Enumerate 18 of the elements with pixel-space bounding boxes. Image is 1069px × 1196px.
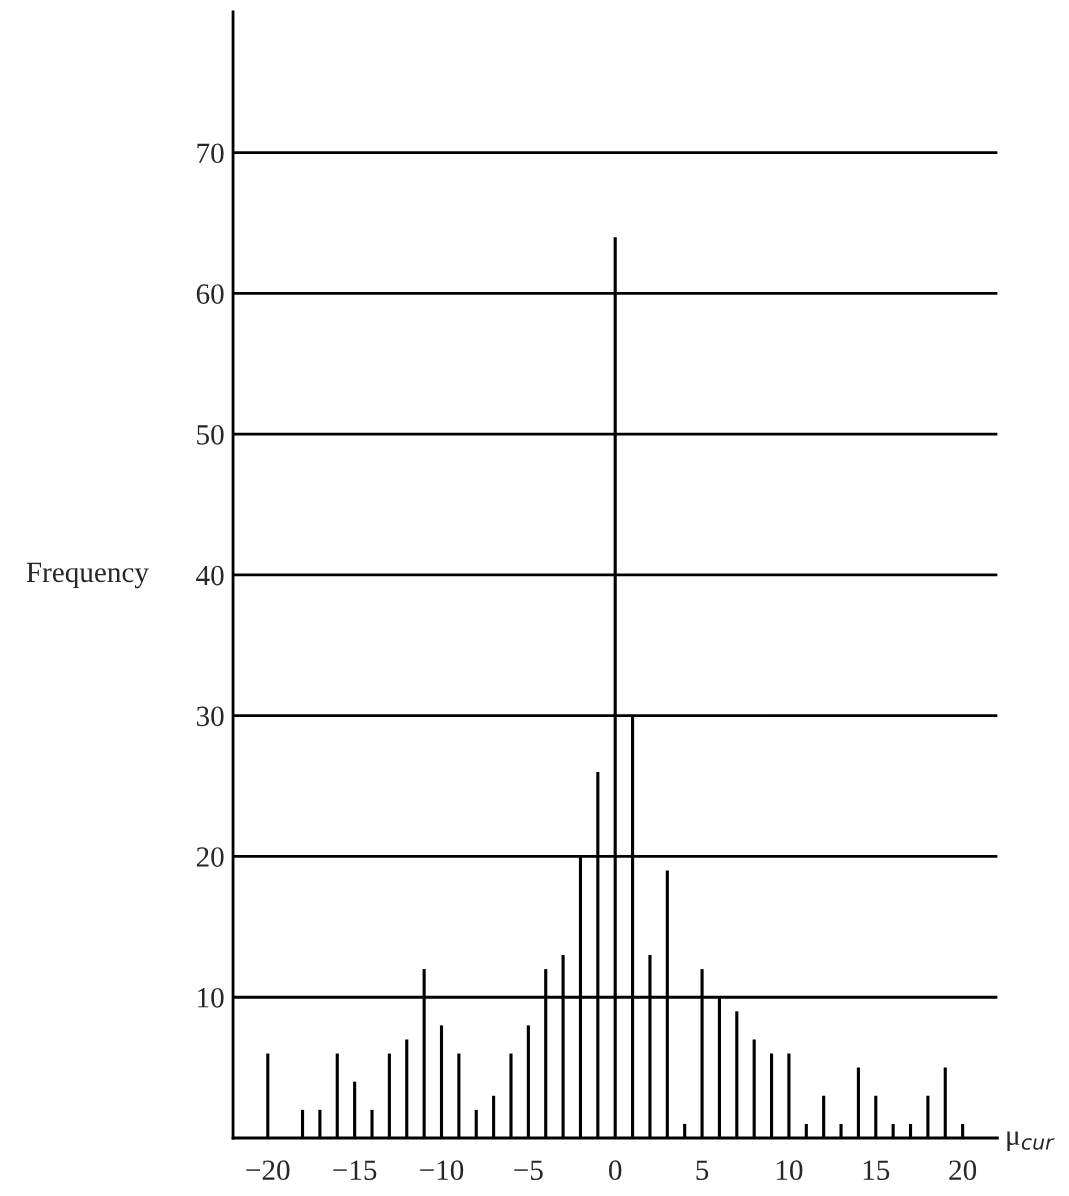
x-tick-label: 20 [949,1160,977,1181]
x-tick-label: 5 [696,1160,709,1181]
x-tick-label: −10 [420,1160,464,1181]
x-tick-label: −15 [333,1160,377,1181]
y-tick-label: 40 [196,565,224,586]
y-tick-label: 10 [198,987,224,1008]
y-axis-title: Frequency [26,562,149,589]
x-tick-label: 0 [609,1160,622,1181]
x-tick-label: 10 [776,1160,803,1181]
y-tick-label: 20 [196,847,224,867]
x-tick-label: 15 [863,1160,890,1181]
x-tick-label: −5 [514,1160,543,1181]
y-tick-label: 50 [197,424,224,445]
y-tick-label: 60 [196,284,224,304]
y-tick-label: 30 [196,706,224,727]
x-axis-title: μ$_{cur}$ [1007,1131,1055,1152]
x-tick-label: −20 [246,1160,290,1181]
y-tick-label: 70 [197,143,224,164]
